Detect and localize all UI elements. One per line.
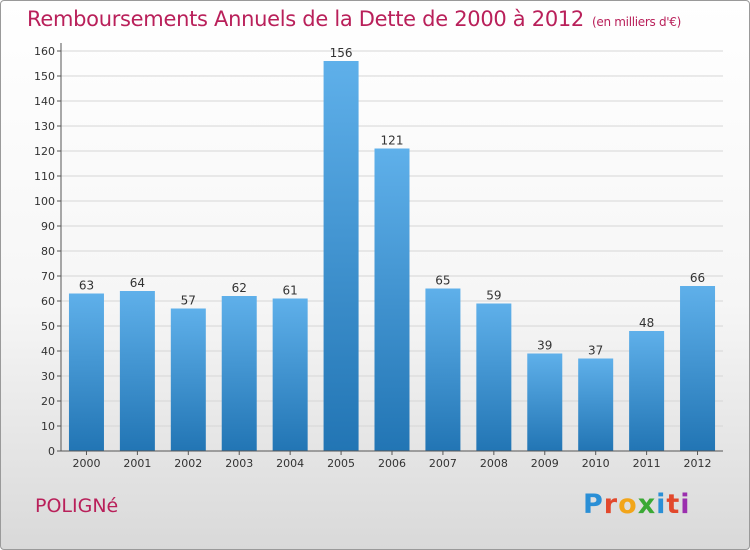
data-label-2005: 156 — [330, 46, 353, 60]
y-tick-label: 60 — [41, 295, 55, 308]
x-tick-label-2002: 2002 — [174, 457, 202, 470]
bar-2002 — [170, 308, 206, 451]
y-tick-label: 0 — [48, 445, 55, 458]
y-tick-label: 160 — [34, 45, 55, 58]
y-tick-label: 20 — [41, 395, 55, 408]
bar-2008 — [476, 303, 512, 451]
y-tick-label: 150 — [34, 70, 55, 83]
y-tick-label: 30 — [41, 370, 55, 383]
y-tick-label: 100 — [34, 195, 55, 208]
data-label-2008: 59 — [486, 289, 501, 303]
x-tick-label-2010: 2010 — [582, 457, 610, 470]
bar-2012 — [680, 286, 716, 451]
data-label-2001: 64 — [130, 276, 145, 290]
bars: 63 64 57 62 61 156 121 65 59 39 37 48 66 — [68, 46, 716, 451]
x-axis-ticks: 2000 2001 2002 2003 2004 2005 2006 2007 2008 2009… — [72, 451, 712, 470]
y-tick-label: 10 — [41, 420, 55, 433]
y-tick-label: 140 — [34, 95, 55, 108]
bar-2000 — [68, 293, 104, 451]
y-tick-label: 40 — [41, 345, 55, 358]
chart-title: Remboursements Annuels de la Dette de 20… — [27, 7, 681, 31]
bar-2010 — [578, 358, 614, 451]
data-label-2003: 62 — [232, 281, 247, 295]
logo-letter: i — [680, 489, 691, 520]
x-tick-label-2007: 2007 — [429, 457, 457, 470]
logo-letter: r — [603, 489, 619, 520]
x-tick-label-2003: 2003 — [225, 457, 253, 470]
y-tick-label: 130 — [34, 120, 55, 133]
data-label-2009: 39 — [537, 339, 552, 353]
y-tick-label: 110 — [34, 170, 55, 183]
data-label-2007: 65 — [435, 274, 450, 288]
bar-2003 — [221, 296, 257, 451]
axes — [60, 43, 723, 452]
y-axis-ticks: 0 10 20 30 40 50 60 70 80 90 100 110 120 130 140 150 160 — [34, 45, 61, 458]
x-tick-label-2008: 2008 — [480, 457, 508, 470]
data-label-2006: 121 — [381, 134, 404, 148]
data-label-2012: 66 — [690, 271, 705, 285]
bar-2001 — [119, 291, 155, 451]
bar-2006 — [374, 148, 410, 451]
logo-letter: o — [618, 489, 638, 520]
data-label-2004: 61 — [283, 284, 298, 298]
x-tick-label-2011: 2011 — [633, 457, 661, 470]
bar-2011 — [629, 331, 665, 451]
x-tick-label-2000: 2000 — [72, 457, 100, 470]
chart-unit: (en milliers d'€) — [592, 15, 682, 29]
y-tick-label: 80 — [41, 245, 55, 258]
city-name: POLIGNé — [35, 495, 119, 517]
x-tick-label-2001: 2001 — [123, 457, 151, 470]
logo-letter: x — [637, 489, 657, 520]
bar-2007 — [425, 288, 461, 451]
data-label-2002: 57 — [181, 294, 196, 308]
logo-letter: P — [583, 489, 604, 520]
x-tick-label-2012: 2012 — [684, 457, 712, 470]
bar-2009 — [527, 353, 563, 451]
x-tick-label-2009: 2009 — [531, 457, 559, 470]
y-tick-label: 90 — [41, 220, 55, 233]
data-label-2011: 48 — [639, 316, 654, 330]
data-label-2010: 37 — [588, 344, 603, 358]
bar-2004 — [272, 298, 308, 451]
logo-letter: i — [656, 489, 667, 520]
data-label-2000: 63 — [79, 279, 94, 293]
y-tick-label: 50 — [41, 320, 55, 333]
bar-2005 — [323, 61, 359, 451]
x-tick-label-2005: 2005 — [327, 457, 355, 470]
chart-title-text: Remboursements Annuels de la Dette de 20… — [27, 7, 584, 31]
y-tick-label: 120 — [34, 145, 55, 158]
logo-letter: t — [666, 489, 681, 520]
proxiti-logo: Proxiti — [583, 489, 691, 520]
x-tick-label-2006: 2006 — [378, 457, 406, 470]
y-tick-label: 70 — [41, 270, 55, 283]
x-tick-label-2004: 2004 — [276, 457, 304, 470]
